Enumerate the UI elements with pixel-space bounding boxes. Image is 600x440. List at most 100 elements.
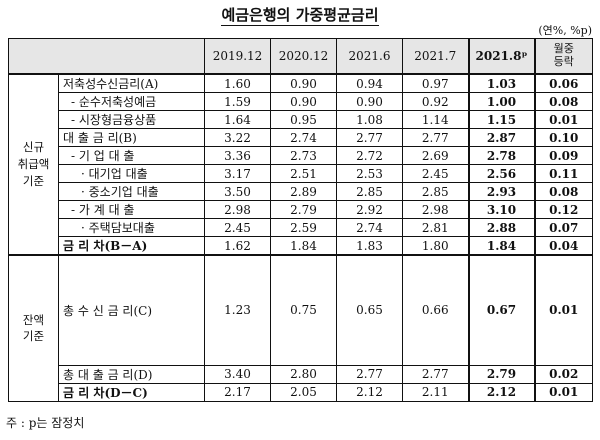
table-cell: 2.69 [402,146,469,165]
header-col: 2021.6 [336,38,403,75]
table-row: - 순수저축성예금 1.59 0.90 0.90 0.92 1.00 0.08 [9,92,593,111]
table-cell: 0.01 [534,110,593,129]
table-cell: 2.77 [336,364,403,384]
table-row: · 대기업 대출 3.17 2.51 2.53 2.45 2.56 0.11 [9,164,593,183]
row-label: · 중소기업 대출 [58,182,205,201]
table-cell: 2.79 [467,364,536,384]
table-cell: 2.77 [402,128,469,147]
table-cell: 1.83 [336,236,403,256]
table-cell: 0.01 [534,254,593,366]
table-cell: 2.93 [467,182,536,201]
table-cell: 3.17 [204,164,271,183]
table-cell: 0.12 [534,200,593,219]
table-cell: 2.80 [270,364,337,384]
table-cell: 0.66 [402,254,469,366]
table-cell: 1.23 [204,254,271,366]
table-cell: 2.92 [336,200,403,219]
table-cell: 0.02 [534,364,593,384]
header-col: 월중 등락 [534,38,593,75]
table-cell: 0.06 [534,73,593,93]
table-cell: 2.12 [336,382,403,402]
table-cell: 3.50 [204,182,271,201]
table-cell: 1.00 [467,92,536,111]
table-cell: 2.59 [270,218,337,237]
group-label-new: 신규 취급액 기준 [8,73,59,256]
table-cell: 0.92 [402,92,469,111]
table-cell: 2.78 [467,146,536,165]
table-cell: 2.74 [270,128,337,147]
table-cell: 2.85 [402,182,469,201]
table-cell: 0.65 [336,254,403,366]
table-cell: 0.08 [534,92,593,111]
row-label: · 대기업 대출 [58,164,205,183]
table-row-spread: 금 리 차(B－A) 1.62 1.84 1.83 1.80 1.84 0.04 [9,236,593,256]
table-row: · 중소기업 대출 3.50 2.89 2.85 2.85 2.93 0.08 [9,182,593,201]
table-cell: 0.04 [534,236,593,256]
table-cell: 2.45 [204,218,271,237]
row-label: - 순수저축성예금 [58,92,205,111]
table-cell: 3.22 [204,128,271,147]
table-cell: 2.88 [467,218,536,237]
table-row: 대 출 금 리(B) 3.22 2.74 2.77 2.77 2.87 0.10 [9,128,593,147]
table-cell: 3.40 [204,364,271,384]
table-row-spread: 금 리 차(D－C) 2.17 2.05 2.12 2.11 2.12 0.01 [9,382,593,402]
table-cell: 2.05 [270,382,337,402]
table-cell: 1.60 [204,73,271,93]
table-row: - 시장형금융상품 1.64 0.95 1.08 1.14 1.15 0.01 [9,110,593,129]
row-label: 총 대 출 금 리(D) [58,364,205,384]
group-label-balance: 잔액 기준 [8,254,59,402]
table-cell: 0.07 [534,218,593,237]
row-label: 저축성수신금리(A) [58,73,205,93]
table-cell: 0.94 [336,73,403,93]
table-row: - 기 업 대 출 3.36 2.73 2.72 2.69 2.78 0.09 [9,146,593,165]
table-cell: 0.10 [534,128,593,147]
footnote: 주 : p는 잠정치 [6,416,85,430]
page-title: 예금은행의 가중평균금리 [221,6,379,26]
table-cell: 1.03 [467,73,536,93]
header-col: 2021.7 [402,38,469,75]
table-cell: 2.98 [402,200,469,219]
table-cell: 0.09 [534,146,593,165]
table-cell: 1.80 [402,236,469,256]
table-cell: 1.84 [467,236,536,256]
table-cell: 2.77 [402,364,469,384]
table-row: 총 대 출 금 리(D) 3.40 2.80 2.77 2.77 2.79 0.… [9,364,593,384]
table-cell: 2.72 [336,146,403,165]
row-label: · 주택담보대출 [58,218,205,237]
table-cell: 2.81 [402,218,469,237]
table-cell: 2.79 [270,200,337,219]
table-row: 신규 취급액 기준 저축성수신금리(A) 1.60 0.90 0.94 0.97… [8,73,593,256]
table-cell: 1.59 [204,92,271,111]
table-cell: 0.90 [270,92,337,111]
table-cell: 1.08 [336,110,403,129]
table-cell: 2.87 [467,128,536,147]
table-cell: 2.73 [270,146,337,165]
table-cell: 0.67 [467,254,536,366]
table-cell: 0.08 [534,182,593,201]
table-cell: 2.56 [467,164,536,183]
header-col: 2020.12 [270,38,337,75]
table-cell: 2.98 [204,200,271,219]
row-label: - 가 계 대 출 [58,200,205,219]
table-row: 잔액 기준 총 수 신 금 리(C) 1.23 0.75 0.65 0.66 0… [8,254,593,402]
row-label: 금 리 차(D－C) [58,382,205,402]
table-row: · 주택담보대출 2.45 2.59 2.74 2.81 2.88 0.07 [9,218,593,237]
table-cell: 3.10 [467,200,536,219]
header-blank [8,38,205,75]
table-cell: 2.12 [467,382,536,402]
table-row: - 가 계 대 출 2.98 2.79 2.92 2.98 3.10 0.12 [9,200,593,219]
table-cell: 0.97 [402,73,469,93]
table-cell: 0.90 [270,73,337,93]
table-cell: 1.15 [467,110,536,129]
table-cell: 2.85 [336,182,403,201]
header-col: 2019.12 [204,38,271,75]
table-cell: 0.11 [534,164,593,183]
row-label: - 기 업 대 출 [58,146,205,165]
table-cell: 1.14 [402,110,469,129]
table-cell: 1.62 [204,236,271,256]
table-cell: 0.90 [336,92,403,111]
table-cell: 2.17 [204,382,271,402]
table-cell: 2.45 [402,164,469,183]
row-label: 금 리 차(B－A) [58,236,205,256]
table-cell: 2.74 [336,218,403,237]
